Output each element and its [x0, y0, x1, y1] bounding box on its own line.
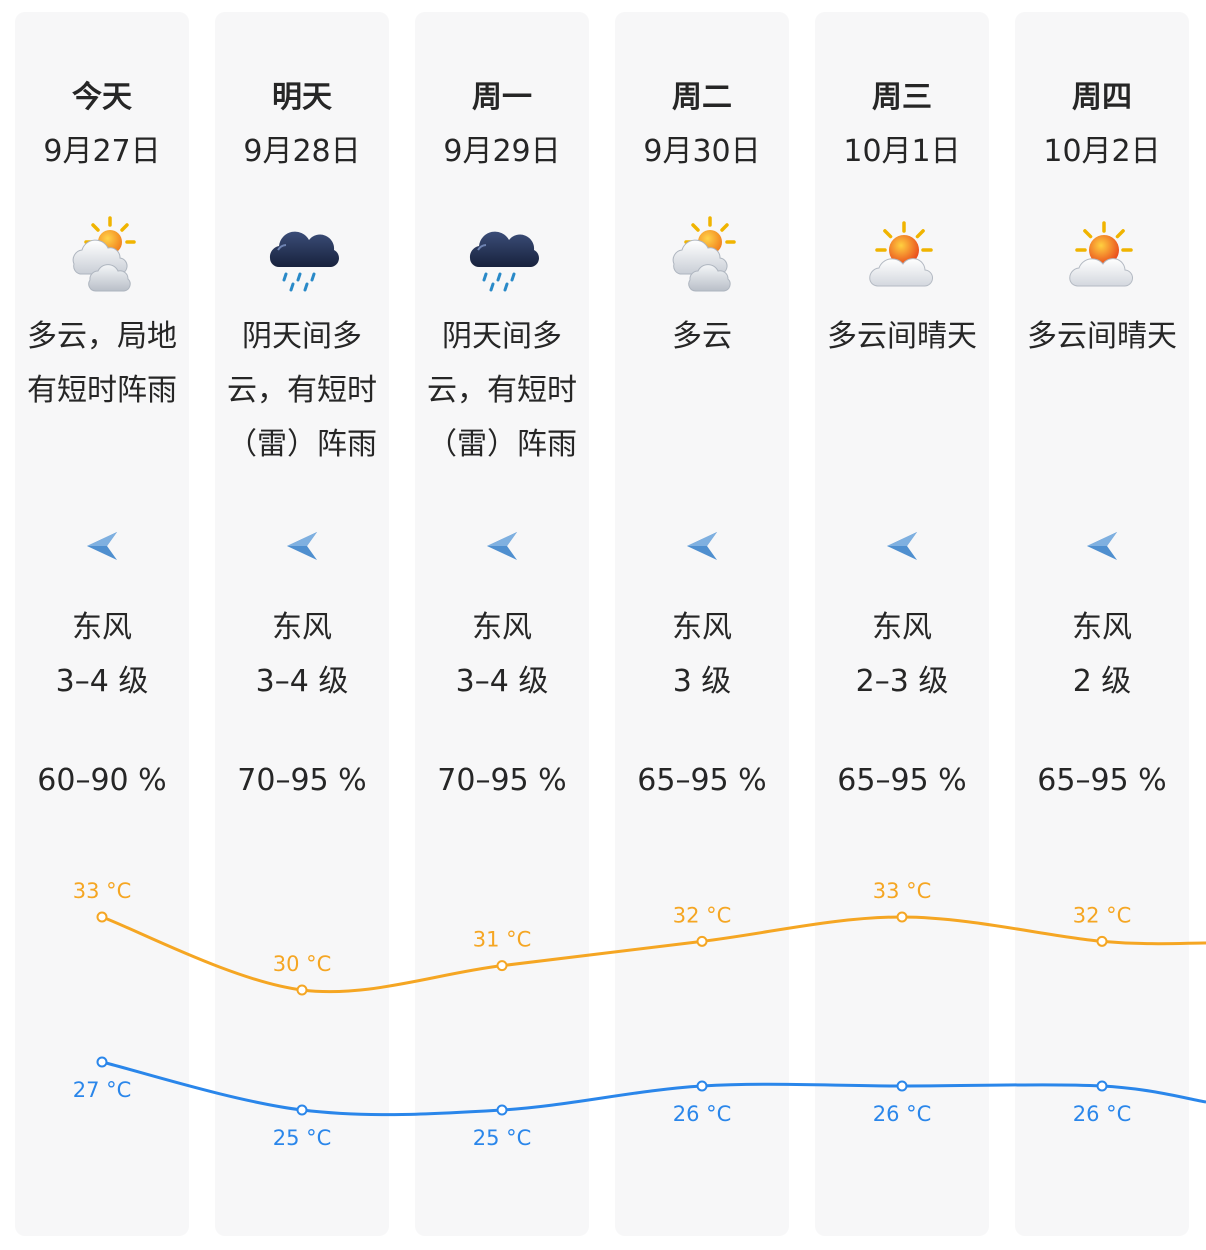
wind-direction-arrow-icon — [82, 526, 122, 566]
wind-direction-arrow-icon — [482, 526, 522, 566]
day-card[interactable]: 周一 9月29日 阴天间多云，有短时（雷）阵雨 东风 3–4 级 70–95 % — [415, 12, 589, 1236]
wind-level: 3–4 级 — [255, 664, 349, 699]
wind-level: 3–4 级 — [55, 664, 149, 699]
day-date: 9月27日 — [43, 134, 161, 169]
wind-direction-arrow-icon — [1082, 526, 1122, 566]
wind-level: 2 级 — [1072, 664, 1132, 699]
partly-cloudy-icon — [64, 214, 140, 298]
wind-level: 3 级 — [672, 664, 732, 699]
humidity: 60–90 % — [37, 763, 167, 798]
wind-direction: 东风 — [1072, 610, 1132, 645]
weather-condition: 阴天间多云，有短时（雷）阵雨 — [227, 319, 377, 462]
sun-behind-cloud-icon — [1064, 214, 1140, 298]
humidity: 70–95 % — [237, 763, 367, 798]
rain-cloud-icon — [264, 214, 340, 298]
day-weekday: 周三 — [872, 80, 932, 115]
wind-direction-arrow-icon — [682, 526, 722, 566]
humidity: 70–95 % — [437, 763, 567, 798]
rain-cloud-icon — [464, 214, 540, 298]
weather-condition: 多云间晴天 — [827, 319, 977, 354]
wind-direction: 东风 — [272, 610, 332, 645]
day-weekday: 周一 — [472, 80, 532, 115]
day-card[interactable]: 明天 9月28日 阴天间多云，有短时（雷）阵雨 东风 3–4 级 70–95 % — [215, 12, 389, 1236]
weather-condition: 多云，局地有短时阵雨 — [27, 319, 177, 408]
partly-cloudy-icon — [664, 214, 740, 298]
weather-condition: 多云间晴天 — [1027, 319, 1177, 354]
weather-condition: 多云 — [672, 319, 732, 354]
day-card[interactable]: 周四 10月2日 多云间晴天 东风 2 级 65–95 % — [1015, 12, 1189, 1236]
day-card[interactable]: 今天 9月27日 多云，局地有短时阵雨 东风 3–4 级 60–90 % — [15, 12, 189, 1236]
day-weekday: 周四 — [1072, 80, 1132, 115]
day-card[interactable]: 周二 9月30日 多云 东风 3 级 65–95 % — [615, 12, 789, 1236]
day-date: 10月1日 — [843, 134, 961, 169]
day-weekday: 今天 — [72, 80, 132, 115]
wind-level: 3–4 级 — [455, 664, 549, 699]
day-weekday: 周二 — [672, 80, 732, 115]
humidity: 65–95 % — [637, 763, 767, 798]
day-date: 9月29日 — [443, 134, 561, 169]
wind-direction: 东风 — [872, 610, 932, 645]
wind-direction-arrow-icon — [282, 526, 322, 566]
sun-behind-cloud-icon — [864, 214, 940, 298]
day-date: 9月30日 — [643, 134, 761, 169]
wind-direction: 东风 — [472, 610, 532, 645]
weather-condition: 阴天间多云，有短时（雷）阵雨 — [427, 319, 577, 462]
wind-level: 2–3 级 — [855, 664, 949, 699]
day-date: 10月2日 — [1043, 134, 1161, 169]
day-weekday: 明天 — [272, 80, 332, 115]
humidity: 65–95 % — [1037, 763, 1167, 798]
wind-direction-arrow-icon — [882, 526, 922, 566]
wind-direction: 东风 — [72, 610, 132, 645]
day-card[interactable]: 周三 10月1日 多云间晴天 东风 2–3 级 65–95 % — [815, 12, 989, 1236]
day-date: 9月28日 — [243, 134, 361, 169]
humidity: 65–95 % — [837, 763, 967, 798]
wind-direction: 东风 — [672, 610, 732, 645]
